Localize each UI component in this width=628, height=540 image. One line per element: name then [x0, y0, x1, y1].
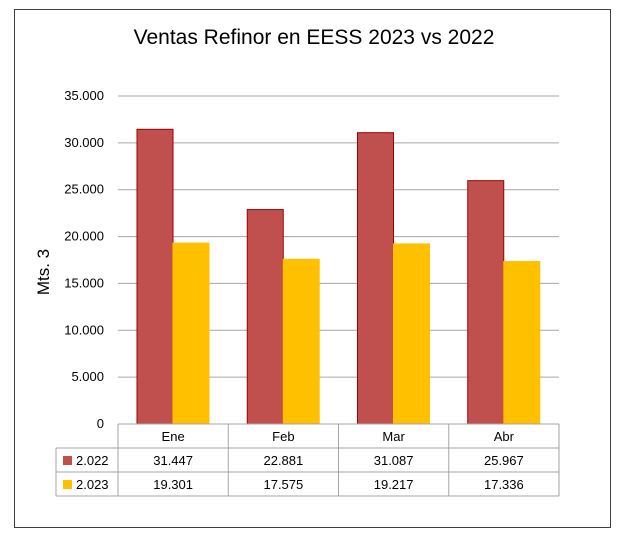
category-label: Ene: [162, 429, 185, 444]
bars: [136, 128, 541, 425]
data-label: 17.575: [263, 477, 303, 492]
data-label: 19.301: [153, 477, 193, 492]
y-tick-label: 5.000: [71, 369, 104, 384]
data-table: Ene Feb Mar Abr 2.022 31.447 22.881 31.087 25.96…: [55, 423, 560, 497]
y-tick-label: 35.000: [64, 88, 104, 103]
data-label: 25.967: [484, 453, 524, 468]
category-label: Feb: [272, 429, 294, 444]
bar-series1: [467, 180, 505, 425]
category-label: Abr: [494, 429, 515, 444]
y-tick-label: 25.000: [64, 182, 104, 197]
bar-series1: [357, 132, 394, 425]
legend-label: 2.023: [76, 477, 109, 492]
bar-series2: [282, 258, 320, 425]
bar-series2: [393, 243, 430, 425]
bar-series2: [172, 242, 210, 425]
category-label: Mar: [382, 429, 405, 444]
data-label: 19.217: [374, 477, 414, 492]
legend-label: 2.022: [76, 453, 109, 468]
data-label: 22.881: [263, 453, 303, 468]
y-tick-label: 20.000: [64, 229, 104, 244]
chart-title: Ventas Refinor en EESS 2023 vs 2022: [133, 26, 495, 49]
y-tick-label: 30.000: [64, 135, 104, 150]
legend-swatch: [63, 480, 72, 489]
bar-series1: [136, 128, 174, 425]
y-tick-label: 10.000: [64, 322, 104, 337]
data-label: 31.447: [153, 453, 193, 468]
y-tick-label: 15.000: [64, 275, 104, 290]
data-label: 17.336: [484, 477, 524, 492]
y-tick-labels: 0 5.000 10.000 15.000 20.000 25.000 30.000 35.0…: [64, 88, 104, 431]
bar-series2: [503, 261, 541, 425]
bar-series1: [246, 209, 284, 425]
legend-swatch: [63, 456, 72, 465]
y-tick-label: 0: [97, 416, 104, 431]
data-label: 31.087: [374, 453, 414, 468]
